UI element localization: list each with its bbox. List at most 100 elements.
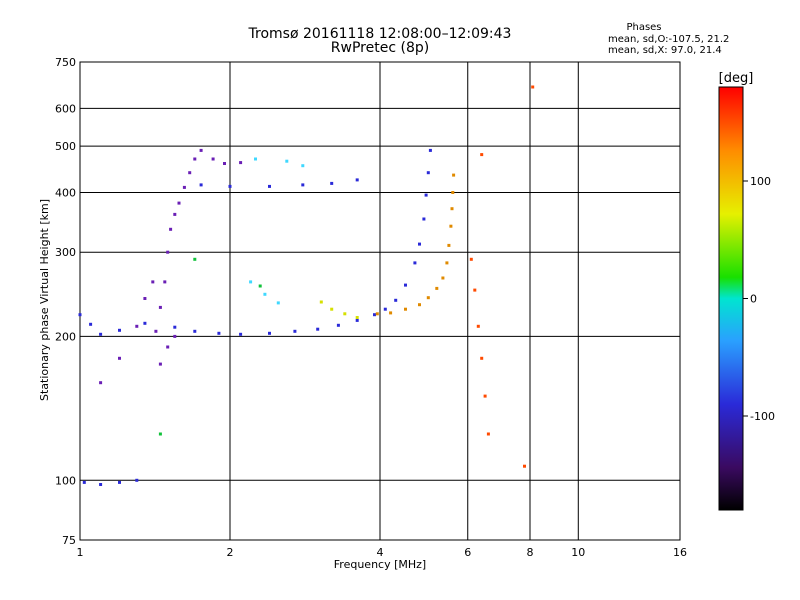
echo-point [404, 283, 407, 287]
echo-point [523, 464, 526, 468]
echo-point [450, 207, 454, 211]
stats-x-mode: mean, sd,X: 97.0, 21.4 [608, 45, 722, 56]
echo-point [285, 159, 289, 163]
echo-point [293, 329, 297, 333]
echo-point [143, 297, 147, 300]
colorbar [718, 86, 744, 511]
echo-point [316, 327, 320, 331]
echo-point [486, 432, 490, 436]
y-tick-label: 100 [55, 474, 76, 487]
colorbar-unit: [deg] [719, 71, 754, 86]
echo-point [276, 301, 280, 305]
echo-point [254, 157, 257, 161]
echo-point [135, 324, 139, 328]
x-tick-label: 10 [571, 546, 585, 559]
echo-point [193, 329, 197, 333]
echo-point [404, 307, 407, 311]
x-tick-label: 8 [527, 546, 534, 559]
x-tick-label: 1 [77, 546, 84, 559]
echo-point [263, 292, 267, 296]
data-points [78, 85, 535, 486]
echo-point [151, 280, 155, 284]
echo-point [99, 381, 103, 385]
axis-ticks: 1 2 4 6 8 10 16 75 100 200 300 400 500 600 750 [55, 56, 687, 559]
y-tick-label: 400 [55, 186, 76, 199]
echo-point [169, 227, 173, 231]
colorbar-ticks: 100 0 -100 [743, 175, 775, 423]
echo-point [355, 178, 359, 182]
echo-point [428, 148, 432, 152]
echo-point [158, 305, 162, 309]
echo-point [193, 157, 197, 161]
echo-point [426, 296, 430, 300]
y-tick-label: 200 [55, 330, 76, 343]
echo-point [373, 313, 376, 317]
echo-point [163, 280, 167, 284]
stats-o-mode: mean, sd,O:-107.5, 21.2 [608, 34, 729, 45]
echo-point [211, 157, 215, 161]
echo-point [336, 323, 340, 327]
echo-point [193, 257, 197, 261]
echo-point [217, 331, 221, 335]
y-tick-label: 600 [55, 102, 76, 115]
echo-point [223, 162, 226, 165]
x-tick-label: 2 [227, 546, 234, 559]
echo-point [469, 257, 473, 261]
y-tick-label: 500 [55, 140, 76, 153]
echo-point [330, 307, 334, 311]
echo-point [143, 321, 147, 325]
chart-title: Tromsø 20161118 12:08:00–12:09:43 [248, 26, 512, 42]
echo-point [426, 171, 430, 175]
echo-point [158, 432, 162, 436]
echo-point [343, 312, 347, 316]
echo-point [480, 356, 484, 360]
echo-point [301, 183, 305, 187]
echo-point [258, 284, 262, 288]
echo-point [99, 332, 103, 336]
echo-point [449, 224, 453, 228]
echo-point [173, 212, 177, 216]
echo-point [199, 148, 203, 152]
echo-point [199, 183, 203, 187]
colorbar-tick-label: -100 [750, 410, 775, 423]
x-axis-label: Frequency [MHz] [334, 558, 426, 571]
echo-point [118, 356, 121, 360]
echo-point [447, 243, 451, 247]
echo-point [473, 288, 477, 292]
chart-subtitle: RwPretec (8p) [331, 40, 429, 56]
echo-point [166, 345, 170, 349]
x-tick-label: 6 [464, 546, 471, 559]
grid-lines [80, 62, 680, 540]
echo-point [483, 394, 487, 398]
echo-point [301, 164, 305, 168]
echo-point [480, 153, 484, 157]
echo-point [445, 261, 449, 265]
echo-point [177, 201, 181, 205]
echo-point [452, 173, 456, 177]
echo-point [476, 324, 480, 328]
echo-point [166, 250, 170, 254]
echo-point [394, 298, 398, 302]
echo-point [118, 480, 121, 484]
echo-point [173, 334, 177, 338]
x-tick-label: 16 [673, 546, 687, 559]
echo-point [173, 325, 177, 329]
echo-point [413, 261, 417, 265]
echo-point [355, 316, 359, 319]
echo-point [418, 303, 421, 307]
echo-point [188, 171, 192, 175]
echo-point [99, 483, 103, 486]
colorbar-tick-label: 100 [750, 175, 771, 188]
y-tick-label: 75 [62, 534, 76, 547]
echo-point [422, 217, 426, 221]
echo-point [424, 193, 428, 197]
x-tick-label: 4 [377, 546, 384, 559]
echo-point [182, 185, 186, 189]
echo-point [118, 328, 121, 332]
echo-point [319, 300, 323, 304]
echo-point [389, 311, 393, 315]
y-tick-label: 300 [55, 246, 76, 259]
echo-point [268, 184, 271, 188]
echo-point [249, 280, 253, 284]
y-tick-label: 750 [55, 56, 76, 69]
